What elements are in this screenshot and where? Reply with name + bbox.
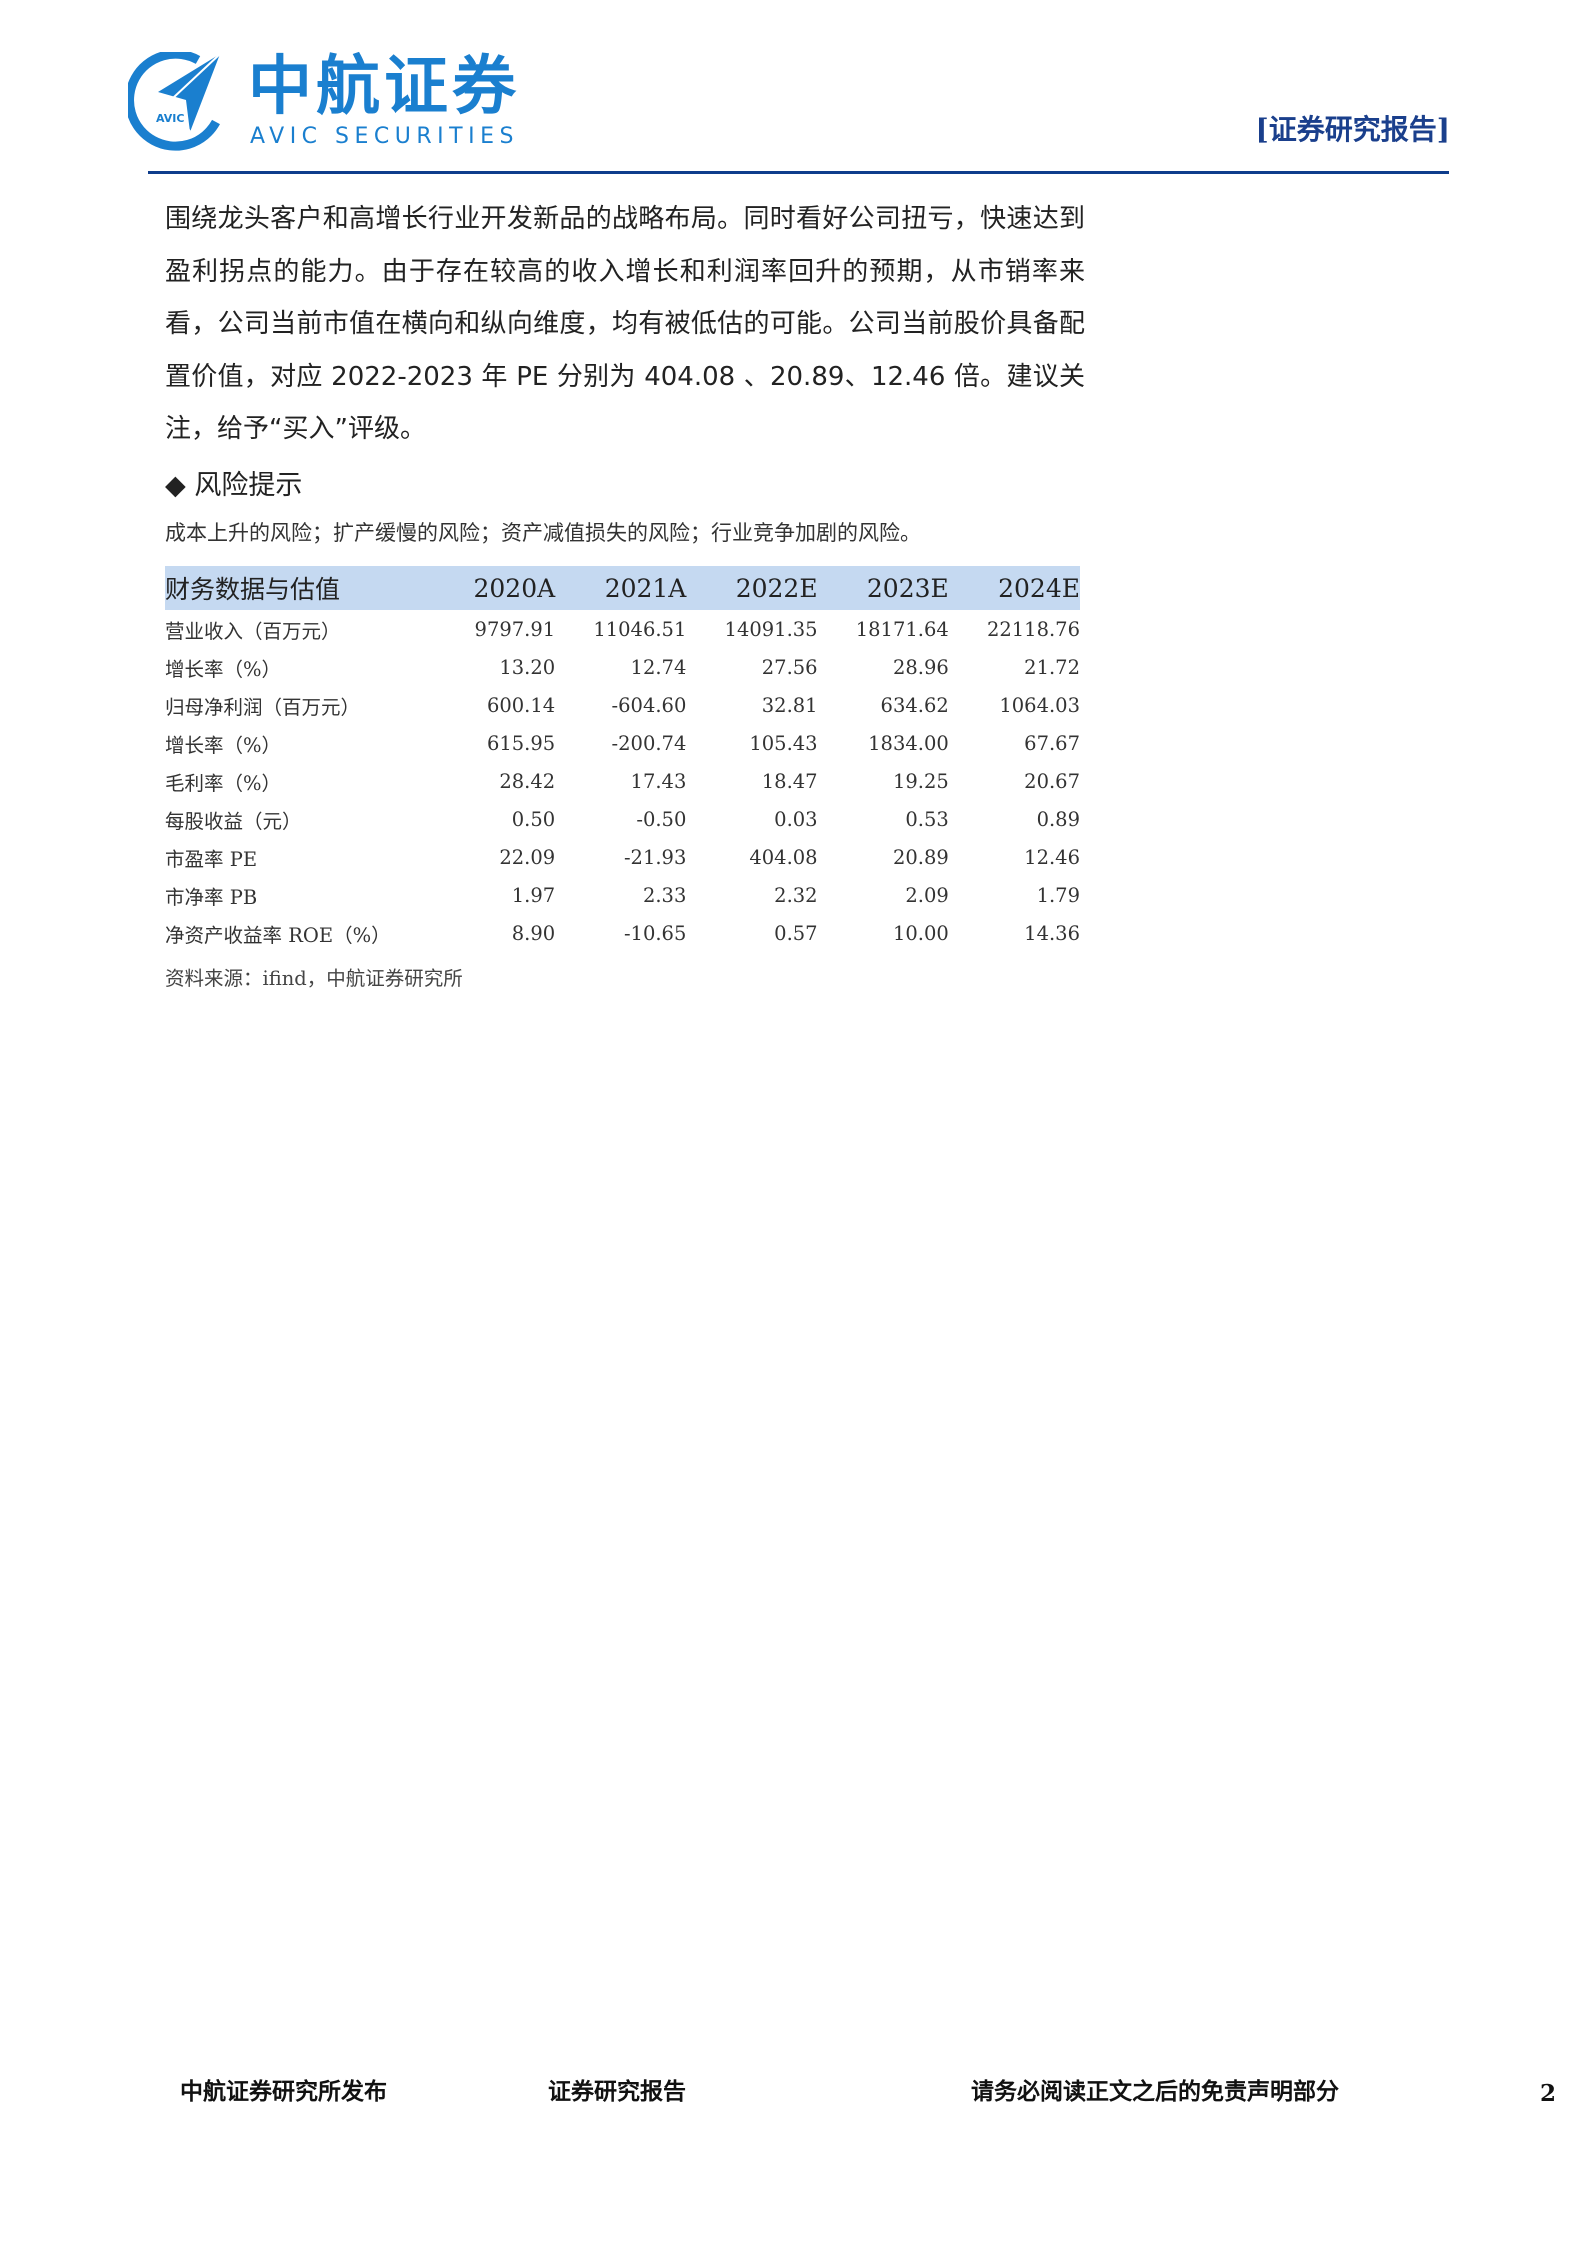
value-cell: 20.89: [892, 845, 949, 869]
value-cell: 2.32: [774, 883, 818, 907]
table-row: 市净率 PB 1.97 2.33 2.32 2.09 1.79: [165, 876, 1080, 914]
value-cell: 10.00: [892, 921, 949, 945]
value-cell: 18171.64: [855, 617, 949, 641]
avic-logo: AVIC 中航证券 AVIC SECURITIES: [128, 52, 548, 152]
value-cell: 1.97: [511, 883, 556, 907]
metric-label: 归母净利润（百万元）: [165, 695, 361, 719]
report-tag: [证券研究报告]: [1255, 113, 1451, 146]
metric-label: 营业收入（百万元）: [165, 619, 341, 643]
header-cell: 2023E: [817, 566, 949, 610]
table-row: 营业收入（百万元） 9797.91 11046.51 14091.35 18171.64…: [165, 610, 1080, 648]
value-cell: 12.46: [1024, 845, 1080, 869]
value-cell: 12.74: [630, 655, 687, 679]
metric-label: 毛利率（%）: [165, 771, 282, 795]
value-cell: 0.50: [511, 807, 556, 831]
value-cell: 19.25: [892, 769, 949, 793]
value-cell: 8.90: [511, 921, 556, 945]
metric-label: 增长率（%）: [165, 657, 282, 681]
value-cell: 600.14: [486, 693, 556, 717]
footer-publisher: 中航证券研究所发布: [180, 2078, 387, 2105]
value-cell: 1834.00: [868, 731, 949, 755]
header-cell: 财务数据与估值: [165, 566, 440, 610]
value-cell: 1.79: [1036, 883, 1080, 907]
table-row: 每股收益（元） 0.50 -0.50 0.03 0.53 0.89: [165, 800, 1080, 838]
value-cell: 28.96: [892, 655, 949, 679]
value-cell: 105.43: [749, 731, 818, 755]
financial-table: 财务数据与估值 2020A 2021A 2022E 2023E 2024E 营业…: [165, 566, 1080, 952]
value-cell: 21.72: [1024, 655, 1080, 679]
table-header-row: 财务数据与估值 2020A 2021A 2022E 2023E 2024E: [165, 566, 1080, 610]
metric-label: 市盈率 PE: [165, 847, 258, 871]
value-cell: -200.74: [611, 731, 687, 755]
value-cell: -10.65: [623, 921, 687, 945]
footer-type: 证券研究报告: [548, 2078, 686, 2105]
value-cell: 0.03: [774, 807, 818, 831]
risk-text: 成本上升的风险；扩产缓慢的风险；资产减值损失的风险；行业竞争加剧的风险。: [165, 521, 921, 545]
table-row: 市盈率 PE 22.09 -21.93 404.08 20.89 12.46: [165, 838, 1080, 876]
header-cell: 2020A: [440, 566, 556, 610]
value-cell: 27.56: [761, 655, 818, 679]
value-cell: 2.09: [905, 883, 949, 907]
value-cell: 634.62: [880, 693, 949, 717]
value-cell: 615.95: [486, 731, 556, 755]
value-cell: 67.67: [1024, 731, 1080, 755]
header-cell: 2022E: [686, 566, 818, 610]
table-row: 毛利率（%） 28.42 17.43 18.47 19.25 20.67: [165, 762, 1080, 800]
header-divider: [148, 171, 1449, 174]
value-cell: 1064.03: [999, 693, 1080, 717]
table-row: 归母净利润（百万元） 600.14 -604.60 32.81 634.62 1064.0…: [165, 686, 1080, 724]
value-cell: -604.60: [611, 693, 687, 717]
metric-label: 每股收益（元）: [165, 809, 302, 833]
value-cell: -0.50: [636, 807, 687, 831]
table-source: 资料来源：ifind，中航证券研究所: [165, 967, 463, 990]
value-cell: 404.08: [749, 845, 818, 869]
value-cell: -21.93: [623, 845, 687, 869]
logo-cn: 中航证券: [248, 50, 520, 124]
value-cell: 9797.91: [474, 617, 556, 641]
value-cell: 28.42: [499, 769, 556, 793]
table-row: 净资产收益率 ROE（%） 8.90 -10.65 0.57 10.00 14.36: [165, 914, 1080, 952]
table-row: 增长率（%） 615.95 -200.74 105.43 1834.00 67.67: [165, 724, 1080, 762]
value-cell: 17.43: [630, 769, 687, 793]
metric-label: 增长率（%）: [165, 733, 282, 757]
header-cell: 2024E: [948, 566, 1080, 610]
logo-badge: AVIC: [156, 112, 184, 125]
value-cell: 22118.76: [986, 617, 1080, 641]
table-row: 增长率（%） 13.20 12.74 27.56 28.96 21.72: [165, 648, 1080, 686]
value-cell: 14091.35: [724, 617, 818, 641]
page-number: 2: [1540, 2080, 1557, 2107]
metric-label: 市净率 PB: [165, 885, 258, 909]
value-cell: 18.47: [761, 769, 818, 793]
value-cell: 32.81: [761, 693, 818, 717]
value-cell: 14.36: [1024, 921, 1080, 945]
value-cell: 0.53: [905, 807, 949, 831]
avic-plane-icon: AVIC: [128, 52, 221, 151]
risk-heading: ◆ 风险提示: [165, 470, 303, 501]
value-cell: 2.33: [642, 883, 687, 907]
value-cell: 22.09: [499, 845, 556, 869]
value-cell: 11046.51: [593, 617, 687, 641]
logo-en: AVIC SECURITIES: [250, 124, 519, 149]
value-cell: 13.20: [499, 655, 556, 679]
footer-disclaimer: 请务必阅读正文之后的免责声明部分: [971, 2078, 1339, 2105]
header-cell: 2021A: [555, 566, 687, 610]
value-cell: 0.89: [1036, 807, 1080, 831]
metric-label: 净资产收益率 ROE（%）: [165, 923, 391, 947]
value-cell: 0.57: [774, 921, 818, 945]
body-paragraph: 围绕龙头客户和高增长行业开发新品的战略布局。同时看好公司扭亏，快速达到盈利拐点的…: [165, 204, 1085, 444]
value-cell: 20.67: [1024, 769, 1080, 793]
